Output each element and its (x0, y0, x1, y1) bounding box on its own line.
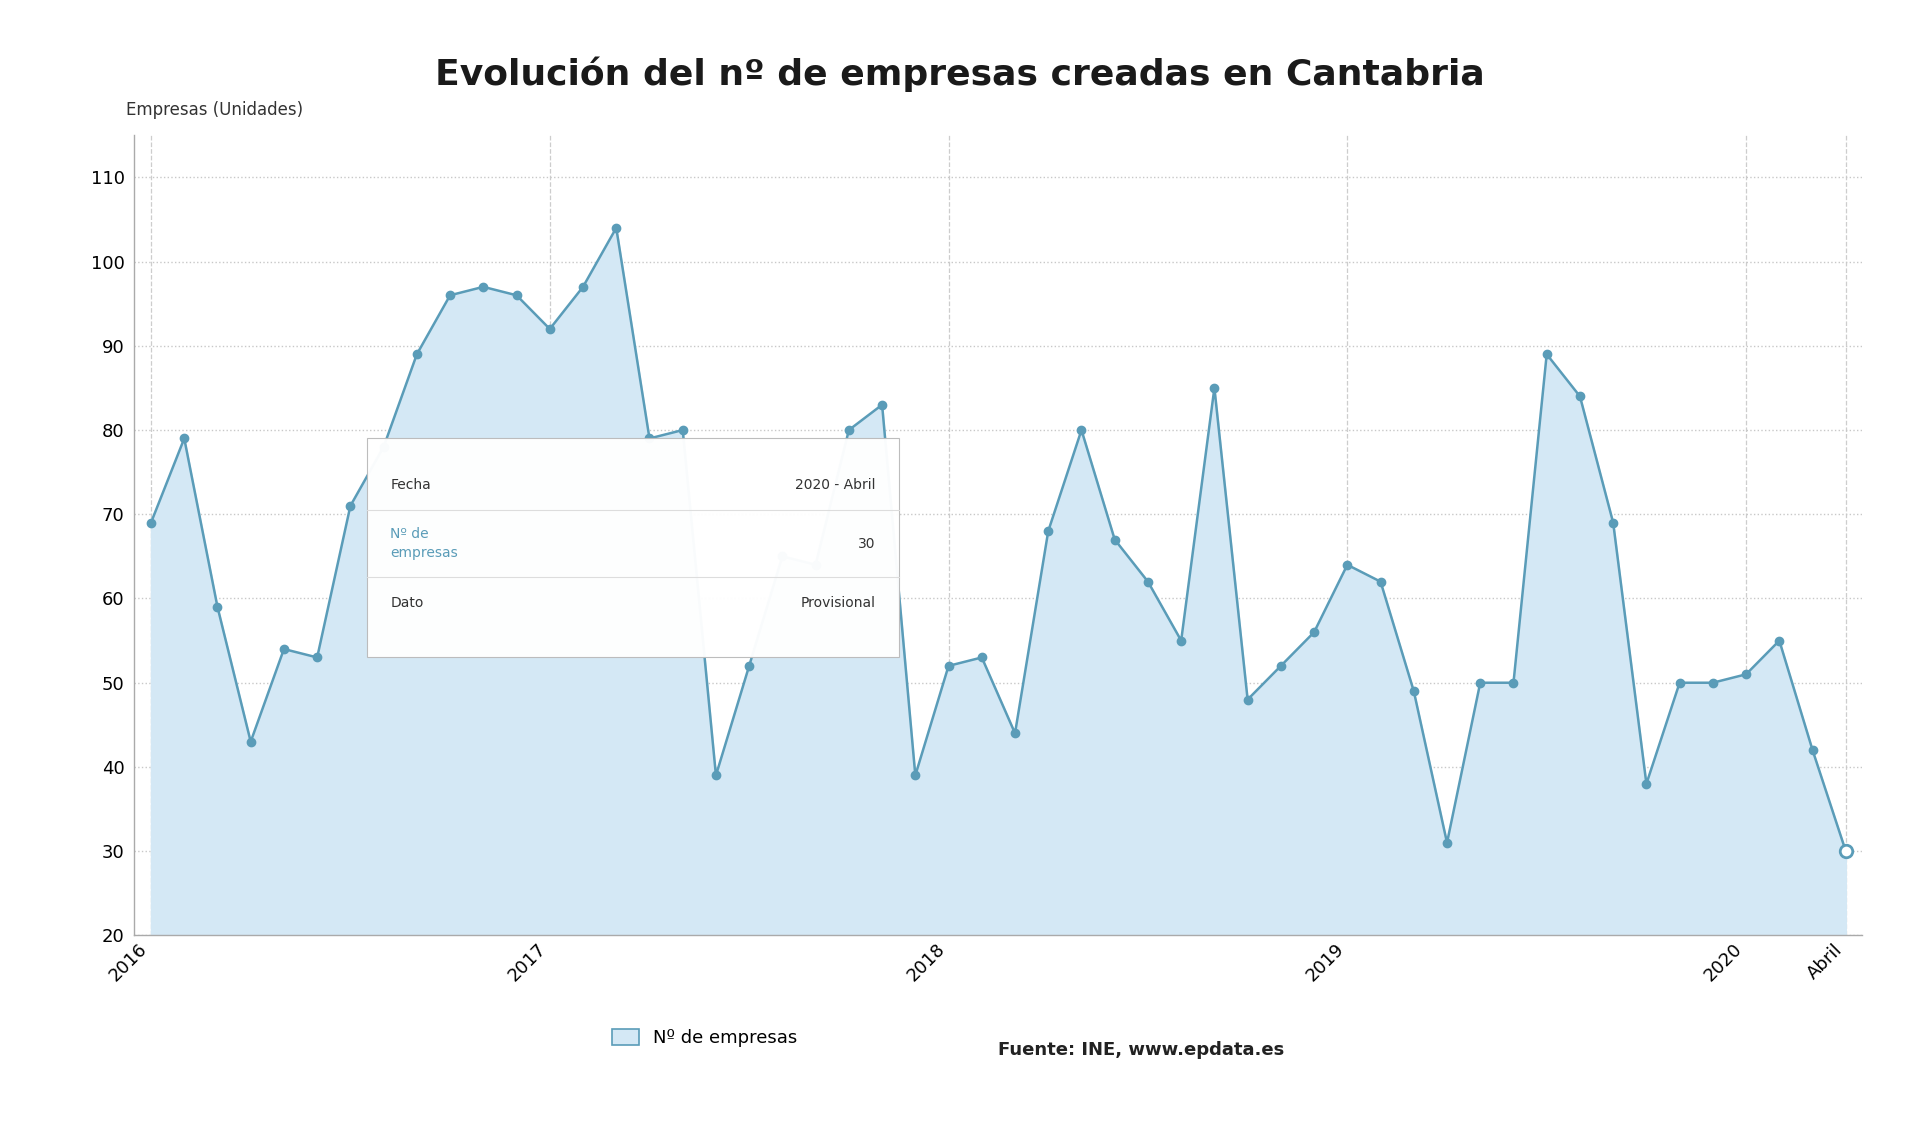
Text: Fuente: INE, www.epdata.es: Fuente: INE, www.epdata.es (998, 1041, 1284, 1059)
Text: 30: 30 (858, 536, 876, 551)
Text: 2020 - Abril: 2020 - Abril (795, 478, 876, 491)
Text: Provisional: Provisional (801, 596, 876, 610)
Text: Nº de
empresas: Nº de empresas (390, 527, 459, 560)
Text: Fecha: Fecha (390, 478, 430, 491)
FancyBboxPatch shape (367, 438, 899, 657)
Text: Dato: Dato (390, 596, 424, 610)
Text: Evolución del nº de empresas creadas en Cantabria: Evolución del nº de empresas creadas en … (436, 56, 1484, 91)
Legend: Nº de empresas: Nº de empresas (605, 1022, 804, 1055)
Text: Empresas (Unidades): Empresas (Unidades) (127, 101, 303, 119)
